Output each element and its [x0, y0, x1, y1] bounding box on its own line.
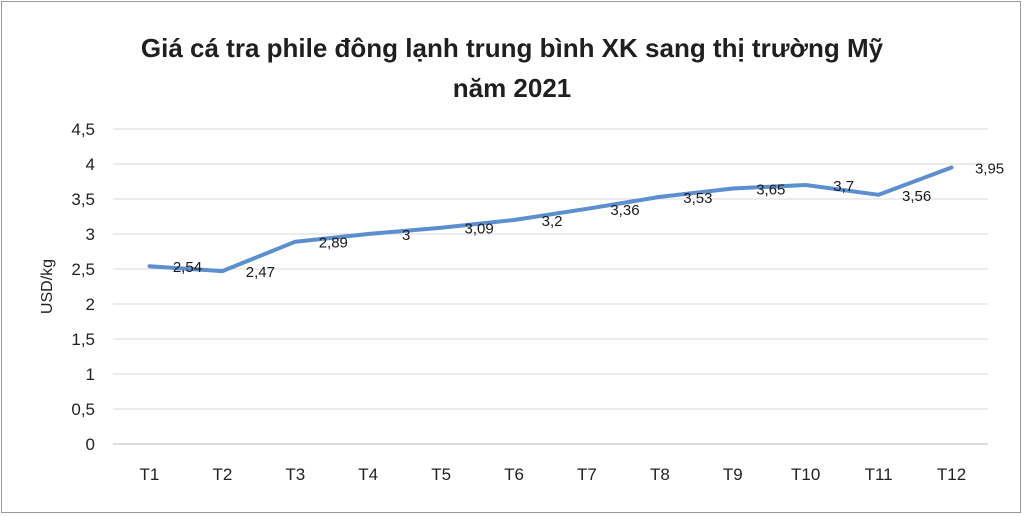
series-line — [147, 165, 954, 274]
x-tick-label: T9 — [723, 465, 743, 484]
data-labels: 2,54 2,47 2,89 3 3,09 3,2 3,36 3,53 3,65 3,7 3,56 3… — [173, 161, 1004, 282]
chart-title: Giá cá tra phile đông lạnh trung bình XK… — [0, 28, 1024, 108]
data-label: 3,2 — [542, 213, 563, 230]
y-tick-label: 2 — [86, 295, 95, 314]
data-label: 3,36 — [610, 202, 639, 219]
x-tick-label: T11 — [865, 465, 893, 484]
x-axis-ticks: T1 T2 T3 T4 T5 T6 T7 T8 T9 T10 T11 T12 — [140, 465, 967, 484]
y-tick-label: 4,5 — [71, 120, 95, 139]
y-tick-label: 2,5 — [71, 260, 95, 279]
y-tick-label: 1,5 — [71, 330, 95, 349]
x-tick-label: T1 — [140, 465, 160, 484]
x-tick-label: T10 — [791, 465, 820, 484]
data-label: 2,47 — [246, 264, 275, 281]
data-label: 3,95 — [975, 161, 1004, 178]
x-tick-label: T8 — [650, 465, 670, 484]
data-label: 3,09 — [465, 221, 494, 238]
y-axis-ticks: 0 0,5 1 1,5 2 2,5 3 3,5 4 4,5 — [71, 120, 95, 454]
chart-subtitle-line: năm 2021 — [452, 73, 572, 103]
data-label: 3,7 — [833, 178, 854, 195]
y-tick-label: 4 — [86, 155, 95, 174]
y-tick-label: 3 — [86, 225, 95, 244]
data-label: 3 — [402, 227, 410, 244]
x-tick-label: T2 — [212, 465, 232, 484]
y-tick-label: 0,5 — [71, 400, 95, 419]
y-tick-label: 1 — [86, 365, 95, 384]
chart-title-line: Giá cá tra phile đông lạnh trung bình XK… — [140, 33, 884, 63]
x-tick-label: T12 — [937, 465, 966, 484]
data-label: 3,53 — [683, 190, 712, 207]
data-label: 2,54 — [173, 259, 202, 276]
gridlines — [113, 128, 988, 445]
y-tick-label: 3,5 — [71, 190, 95, 209]
x-tick-label: T7 — [577, 465, 597, 484]
data-label: 2,89 — [319, 235, 348, 252]
y-tick-label: 0 — [86, 435, 95, 454]
x-tick-label: T5 — [431, 465, 451, 484]
y-axis-label: USD/kg — [39, 259, 56, 314]
x-tick-label: T4 — [358, 465, 378, 484]
x-tick-label: T6 — [504, 465, 524, 484]
data-label: 3,65 — [756, 182, 785, 199]
x-tick-label: T3 — [285, 465, 305, 484]
data-label: 3,56 — [902, 188, 931, 205]
